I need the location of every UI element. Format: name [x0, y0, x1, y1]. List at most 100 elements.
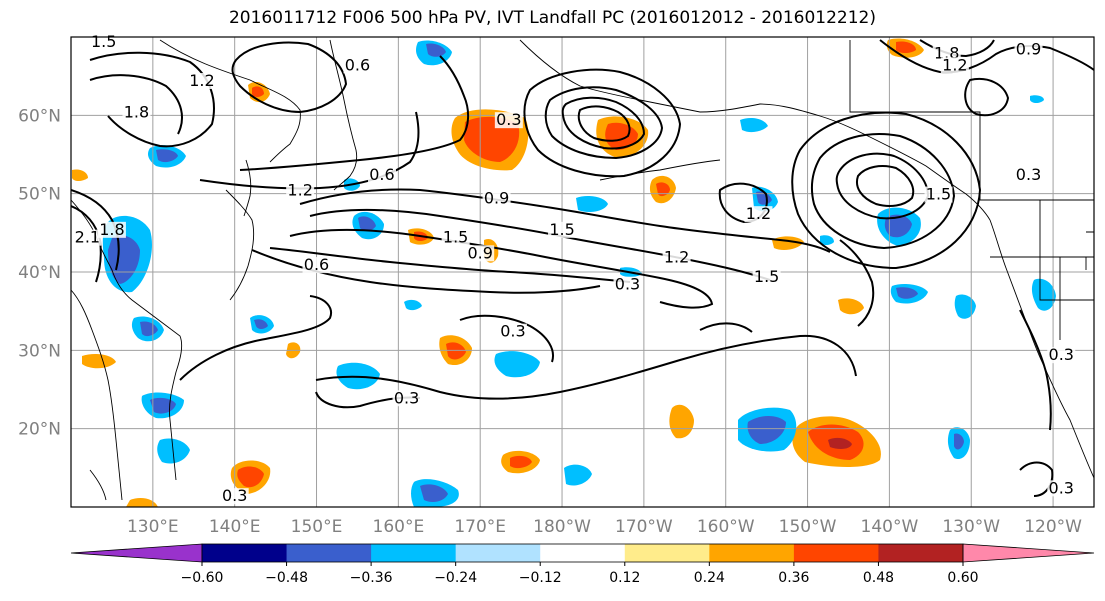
negative-anomaly-patch — [954, 294, 976, 319]
pv-contour — [71, 189, 120, 271]
colorbar-segment — [455, 544, 541, 562]
negative-anomaly-patch — [131, 316, 164, 342]
contour-label-bg — [752, 268, 781, 285]
contour-label: 0.3 — [394, 388, 419, 407]
colorbar-segment — [624, 544, 710, 562]
contour-label: 0.3 — [500, 322, 525, 341]
contour-label-bg — [367, 167, 396, 183]
negative-anomaly-patch — [416, 40, 452, 66]
lon-tick-label: 170°E — [454, 517, 506, 537]
contour-label: 2.1 — [75, 228, 100, 247]
contour-label-bg — [73, 229, 102, 246]
contour-label: 0.6 — [369, 165, 394, 184]
lon-tick-label: 160°W — [697, 517, 755, 537]
positive-anomaly-patch — [886, 38, 924, 58]
pv-contour — [289, 228, 714, 309]
contour-label-bg — [662, 249, 691, 266]
contour-label: 1.5 — [926, 185, 951, 204]
colorbar-extend-low — [70, 543, 203, 563]
colorbar-tick-label: 0.48 — [863, 570, 894, 586]
lon-tick-label: 130°E — [127, 517, 179, 537]
negative-anomaly-patch — [890, 284, 928, 304]
contour-label-bg — [286, 182, 315, 199]
contour-label: 1.5 — [754, 267, 779, 286]
pv-contour — [89, 74, 183, 135]
colorbar-segment — [540, 544, 626, 562]
longitude-ticks: 130°E 140°E 150°E 160°E 170°E 180°W 170°W 160°W… — [127, 517, 1082, 537]
pv-contour — [179, 295, 332, 381]
contour-label-bg — [1014, 41, 1043, 58]
colorbar-segment — [878, 544, 964, 562]
colorbar-tick-label: 0.60 — [947, 570, 978, 586]
lat-tick-label: 20°N — [18, 420, 61, 440]
lat-tick-label: 30°N — [18, 341, 61, 361]
colorbar-tick-label: −0.24 — [434, 570, 477, 586]
colorbar-tick-label: −0.12 — [519, 570, 562, 586]
lon-tick-label: 150°E — [291, 517, 343, 537]
pv-contour — [239, 55, 470, 171]
contour-label: 0.6 — [304, 255, 329, 274]
contour-label: 1.5 — [549, 220, 574, 239]
pv-contour — [544, 86, 664, 160]
pv-contour — [791, 111, 982, 270]
pv-contour — [269, 247, 631, 283]
pv-contour — [699, 322, 753, 333]
negative-anomaly-patch — [148, 145, 186, 168]
colorbar-outline — [201, 543, 964, 563]
pv-contour — [199, 111, 420, 190]
contour-label: 1.5 — [443, 228, 468, 247]
contour-label: 1.8 — [124, 102, 149, 121]
pv-contour — [231, 41, 348, 114]
lon-tick-label: 140°W — [861, 517, 919, 537]
lon-tick-label: 140°E — [209, 517, 261, 537]
positive-anomaly-patch — [72, 169, 158, 507]
contour-label-bg — [466, 245, 495, 262]
contour-label-bg — [1047, 480, 1076, 497]
negative-anomaly-patch — [947, 427, 970, 460]
pv-contour — [879, 39, 1094, 74]
contour-label-bg — [302, 257, 331, 274]
contour-label: 0.3 — [1049, 345, 1074, 364]
contour-label: 1.2 — [189, 71, 214, 90]
pv-contours — [71, 39, 1094, 497]
coast-japan — [225, 189, 255, 301]
negative-anomaly-patch — [411, 479, 459, 507]
colorbar-tick-label: 0.24 — [694, 570, 725, 586]
colorbar-extend-high — [962, 543, 1095, 563]
contour-label: 0.9 — [467, 243, 492, 262]
contour-label-bg — [613, 276, 642, 293]
contour-label: 0.3 — [222, 486, 247, 505]
border-us-states — [1039, 200, 1094, 340]
positive-anomaly-patch — [792, 416, 881, 467]
lat-tick-label: 50°N — [18, 185, 61, 205]
colorbar-segment — [202, 544, 288, 562]
map-title: 2016011712 F006 500 hPa PV, IVT Landfall… — [228, 8, 876, 28]
coast-philippines — [89, 469, 107, 501]
colorbar-segment — [709, 544, 795, 562]
contour-label-bg — [392, 390, 421, 407]
colorbar-tick-label: 0.12 — [609, 570, 640, 586]
contour-label-bg — [482, 190, 511, 207]
negative-anomaly-patch — [352, 211, 384, 240]
coast-north-america — [989, 219, 1094, 479]
graticule — [71, 37, 1094, 507]
lon-tick-label: 170°W — [615, 517, 673, 537]
contour-label: 0.6 — [345, 55, 370, 74]
pv-contour — [315, 334, 857, 400]
contour-label: 1.8 — [99, 220, 124, 239]
contour-label-bg — [744, 206, 773, 223]
pv-contour — [459, 314, 554, 363]
contour-label-bg — [441, 229, 470, 246]
contour-label: 0.3 — [1016, 165, 1041, 184]
pv-contour — [561, 96, 646, 150]
pv-contour — [835, 152, 930, 220]
pv-contour — [839, 239, 875, 327]
contour-label: 0.3 — [496, 110, 521, 129]
contour-label-bg — [122, 104, 151, 121]
lon-tick-label: 180°W — [533, 517, 591, 537]
contour-label-bg — [343, 57, 372, 74]
contour-label: 1.2 — [287, 181, 312, 200]
negative-anomaly-patch — [752, 186, 778, 212]
positive-anomaly-patch — [501, 450, 540, 474]
